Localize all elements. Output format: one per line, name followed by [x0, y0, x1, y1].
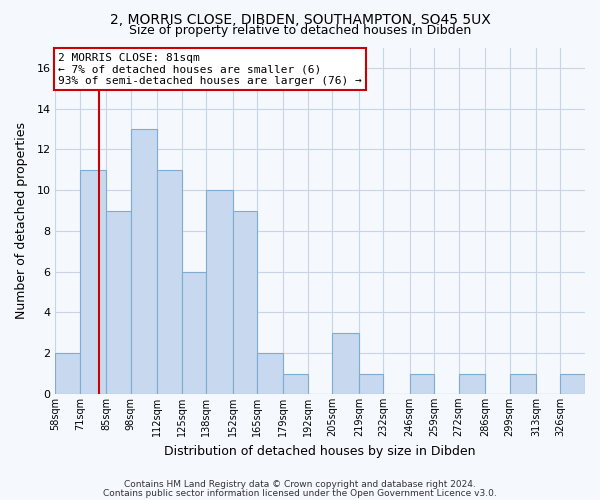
- Bar: [459, 374, 485, 394]
- Text: Contains public sector information licensed under the Open Government Licence v3: Contains public sector information licen…: [103, 488, 497, 498]
- Bar: [332, 333, 359, 394]
- Bar: [257, 353, 283, 394]
- Text: Contains HM Land Registry data © Crown copyright and database right 2024.: Contains HM Land Registry data © Crown c…: [124, 480, 476, 489]
- Bar: [80, 170, 106, 394]
- Bar: [157, 170, 182, 394]
- Bar: [283, 374, 308, 394]
- Text: 2 MORRIS CLOSE: 81sqm
← 7% of detached houses are smaller (6)
93% of semi-detach: 2 MORRIS CLOSE: 81sqm ← 7% of detached h…: [58, 52, 362, 86]
- Text: Size of property relative to detached houses in Dibden: Size of property relative to detached ho…: [129, 24, 471, 37]
- Bar: [560, 374, 585, 394]
- Bar: [509, 374, 536, 394]
- Y-axis label: Number of detached properties: Number of detached properties: [15, 122, 28, 319]
- Bar: [131, 129, 157, 394]
- Bar: [55, 353, 80, 394]
- X-axis label: Distribution of detached houses by size in Dibden: Distribution of detached houses by size …: [164, 444, 476, 458]
- Bar: [233, 210, 257, 394]
- Bar: [182, 272, 206, 394]
- Bar: [359, 374, 383, 394]
- Text: 2, MORRIS CLOSE, DIBDEN, SOUTHAMPTON, SO45 5UX: 2, MORRIS CLOSE, DIBDEN, SOUTHAMPTON, SO…: [110, 12, 490, 26]
- Bar: [410, 374, 434, 394]
- Bar: [106, 210, 131, 394]
- Bar: [206, 190, 233, 394]
